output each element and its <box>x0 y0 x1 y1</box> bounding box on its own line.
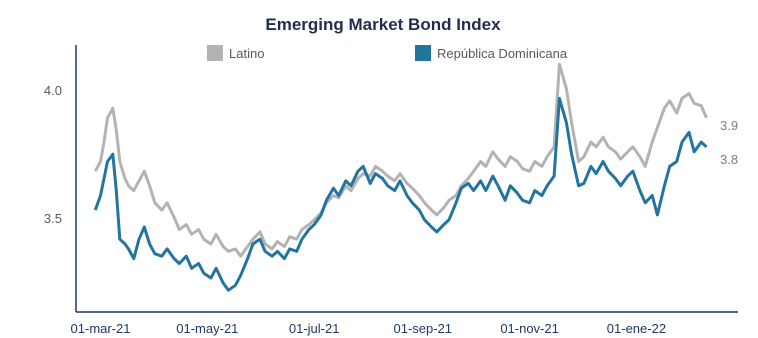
x-tick-label-01-ene-22: 01-ene-22 <box>607 321 666 336</box>
x-tick-label-01-nov-21: 01-nov-21 <box>500 321 559 336</box>
legend-swatch-latino <box>207 45 223 61</box>
legend-label-latino: Latino <box>229 46 264 61</box>
chart-title: Emerging Market Bond Index <box>265 15 501 34</box>
legend-label-republica-dominicana: República Dominicana <box>437 46 568 61</box>
x-axis: 01-mar-21 01-may-21 01-jul-21 01-sep-21 … <box>71 311 738 336</box>
x-tick-label-01-jul-21: 01-jul-21 <box>289 321 340 336</box>
legend: Latino República Dominicana <box>207 45 568 61</box>
x-tick-label-01-may-21: 01-may-21 <box>176 321 238 336</box>
end-label-latino: 3.9 <box>720 118 738 133</box>
y-tick-label-4-0: 4.0 <box>44 83 62 98</box>
y-tick-label-3-5: 3.5 <box>44 211 62 226</box>
y-axis: 4.0 3.5 <box>44 45 77 312</box>
legend-swatch-republica-dominicana <box>415 45 431 61</box>
x-tick-label-01-mar-21: 01-mar-21 <box>71 321 131 336</box>
series-line-republica-dominicana <box>93 96 708 292</box>
series-line-latino <box>93 62 708 258</box>
plot-area <box>93 62 708 292</box>
end-label-republica-dominicana: 3.8 <box>720 152 738 167</box>
x-tick-label-01-sep-21: 01-sep-21 <box>393 321 452 336</box>
